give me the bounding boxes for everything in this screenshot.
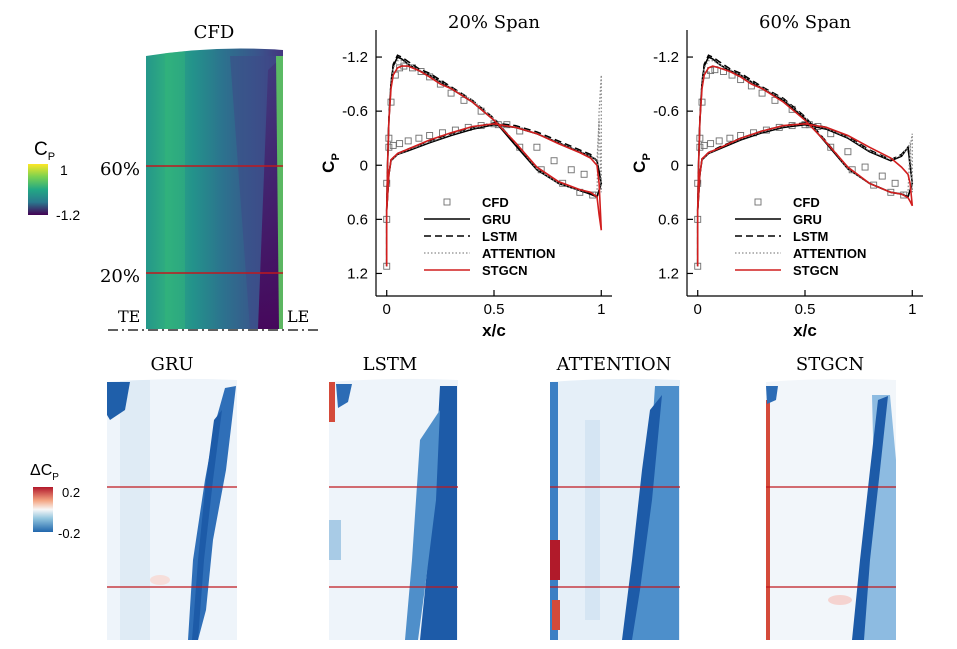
point-cfd-60-34 xyxy=(844,148,852,156)
error-colorbar-label: ΔCP xyxy=(30,462,59,483)
legend-swatch-cfd-20 xyxy=(443,198,451,206)
cfd-panel-title: CFD xyxy=(194,22,235,43)
series-stgcn-60 xyxy=(696,65,914,267)
point-cfd-60-25 xyxy=(726,134,734,142)
error-field-lstm xyxy=(329,378,458,640)
point-cfd-20-36 xyxy=(567,166,575,174)
x-tick-label-60-0: 0 xyxy=(694,301,702,318)
cfd-colorbar-label: CP xyxy=(34,139,55,163)
point-cfd-20-25 xyxy=(415,134,423,142)
series-lstm-20 xyxy=(385,54,603,267)
legend-label-cfd-20: CFD xyxy=(482,195,509,210)
legend-label-cfd-60: CFD xyxy=(793,195,820,210)
point-cfd-60-8 xyxy=(720,68,727,75)
legend-label-gru-60: GRU xyxy=(793,212,822,227)
legend-label-lstm-20: LSTM xyxy=(482,229,517,244)
legend-label-gru-20: GRU xyxy=(482,212,511,227)
x-tick-label-20-0: 0 xyxy=(383,301,391,318)
cfd-colorbar-min: -1.2 xyxy=(56,207,80,223)
error-colorbar-gradient xyxy=(33,487,53,532)
cfd-colorbar-max: 1 xyxy=(60,162,68,178)
y-tick-label-20-1: -0.6 xyxy=(342,103,368,120)
point-cfd-60-18 xyxy=(870,181,878,189)
span-label-60: 60% xyxy=(100,159,140,180)
x-axis-label-60: x/c xyxy=(793,321,817,340)
x-tick-label-20-1: 0.5 xyxy=(484,301,505,318)
point-cfd-20-34 xyxy=(533,143,541,151)
span-label-20: 20% xyxy=(100,266,140,287)
y-tick-label-60-2: 0 xyxy=(671,157,679,174)
error-colorbar-min: -0.2 xyxy=(58,526,80,541)
error-field-attention xyxy=(550,378,680,640)
series-attention-20 xyxy=(386,60,602,267)
y-axis-label-20: CP xyxy=(319,153,342,173)
cfd-panel: CFD 60% 20% TE LE xyxy=(100,22,322,331)
point-cfd-60-24 xyxy=(715,137,723,145)
y-tick-label-20-4: 1.2 xyxy=(347,265,368,282)
legend-label-stgcn-60: STGCN xyxy=(793,263,839,278)
legend-label-lstm-60: LSTM xyxy=(793,229,828,244)
legend-label-attention-20: ATTENTION xyxy=(482,246,555,261)
chart-title-60: 60% Span xyxy=(759,12,851,33)
legend-label-attention-60: ATTENTION xyxy=(793,246,866,261)
y-tick-label-20-0: -1.2 xyxy=(342,49,368,66)
point-cfd-20-26 xyxy=(426,132,434,139)
error-field-stgcn xyxy=(766,378,896,640)
point-cfd-20-35 xyxy=(550,157,558,165)
series-stgcn-20 xyxy=(385,65,603,267)
y-axis-label-60: CP xyxy=(630,153,653,173)
x-tick-label-60-1: 0.5 xyxy=(795,301,816,318)
point-cfd-20-23 xyxy=(396,140,404,148)
error-panel-attention: ATTENTION xyxy=(550,354,680,640)
cp-chart-20-span: 20% Span -1.2 -0.6 0 0.6 1.2 0 0.5 1 x/c CP CFD GRU L… xyxy=(319,12,612,340)
error-panel-title-gru: GRU xyxy=(150,354,193,375)
series-attention-60 xyxy=(697,60,913,267)
x-tick-label-20-2: 1 xyxy=(597,301,605,318)
series-gru-20 xyxy=(385,56,603,267)
y-tick-label-20-3: 0.6 xyxy=(347,211,368,228)
legend-20: CFD GRU LSTM ATTENTION STGCN xyxy=(424,195,555,278)
point-cfd-60-35 xyxy=(861,163,869,171)
point-cfd-20-12 xyxy=(447,89,455,97)
error-panel-title-lstm: LSTM xyxy=(363,354,418,375)
trailing-edge-label: TE xyxy=(118,307,140,326)
x-axis-label-20: x/c xyxy=(482,321,506,340)
leading-edge-label: LE xyxy=(287,307,309,326)
x-tick-label-60-2: 1 xyxy=(908,301,916,318)
error-colorbar: ΔCP 0.2 -0.2 xyxy=(30,462,80,541)
chart-title-20: 20% Span xyxy=(448,12,540,33)
y-tick-label-60-4: 1.2 xyxy=(658,265,679,282)
error-panel-lstm: LSTM xyxy=(329,354,458,640)
legend-60: CFD GRU LSTM ATTENTION STGCN xyxy=(735,195,866,278)
cp-chart-60-span: 60% Span -1.2 -0.6 0 0.6 1.2 0 0.5 1 x/c CP CFD GRU L… xyxy=(630,12,923,340)
point-cfd-60-36 xyxy=(878,172,886,180)
cfd-contour-field xyxy=(146,48,283,329)
error-panel-gru: GRU xyxy=(107,354,237,640)
error-panel-stgcn: STGCN xyxy=(766,354,896,640)
point-cfd-20-22 xyxy=(389,141,397,149)
legend-swatch-cfd-60 xyxy=(754,198,762,206)
y-tick-label-20-2: 0 xyxy=(360,157,368,174)
error-colorbar-max: 0.2 xyxy=(62,485,80,500)
error-field-gru xyxy=(107,378,237,640)
y-tick-label-60-1: -0.6 xyxy=(653,103,679,120)
point-cfd-20-37 xyxy=(580,170,588,178)
y-tick-label-60-0: -1.2 xyxy=(653,49,679,66)
point-cfd-20-24 xyxy=(404,137,412,145)
cfd-colorbar-gradient xyxy=(28,164,48,215)
point-cfd-60-20 xyxy=(900,191,908,199)
point-cfd-60-16 xyxy=(827,143,835,151)
point-cfd-60-22 xyxy=(700,141,708,149)
cfd-colorbar: CP 1 -1.2 xyxy=(28,139,80,223)
legend-label-stgcn-20: STGCN xyxy=(482,263,528,278)
error-panel-title-attention: ATTENTION xyxy=(556,354,672,375)
point-cfd-60-23 xyxy=(707,140,715,148)
y-tick-label-60-3: 0.6 xyxy=(658,211,679,228)
error-panel-title-stgcn: STGCN xyxy=(796,354,864,375)
point-cfd-60-37 xyxy=(891,179,899,187)
point-cfd-60-12 xyxy=(758,89,766,97)
